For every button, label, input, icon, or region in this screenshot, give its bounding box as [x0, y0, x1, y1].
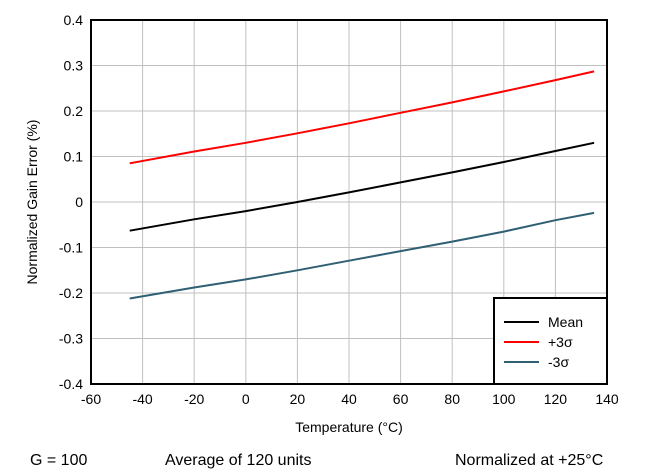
series-line-1 [129, 141, 595, 232]
y-tick-label: -0.2 [59, 285, 83, 301]
gain-error-chart: -60 -40 -20 0 20 40 60 80 100 120 140 -0.4 -0.3 -0.2… [24, 12, 619, 435]
legend-label: Mean [548, 314, 583, 330]
x-tick-label: 60 [393, 391, 409, 407]
legend: Mean +3σ -3σ [493, 297, 608, 385]
y-tick-label: -0.4 [59, 376, 83, 392]
plot-frame [90, 19, 608, 385]
legend-label: -3σ [548, 354, 569, 370]
y-tick-label: -0.1 [59, 240, 83, 256]
caption-gain: G = 100 [30, 452, 88, 469]
x-tick-label: 100 [492, 391, 516, 407]
x-tick-label: 120 [544, 391, 568, 407]
series-layer [129, 70, 595, 300]
x-tick-label: -20 [184, 391, 204, 407]
y-axis-title: Normalized Gain Error (%) [24, 120, 40, 285]
x-tick-label: -40 [132, 391, 152, 407]
series-line-3 [129, 211, 595, 300]
x-axis-title: Temperature (°C) [295, 419, 403, 435]
y-tick-labels: -0.4 -0.3 -0.2 -0.1 0 0.1 0.2 0.3 0.4 [59, 12, 83, 392]
x-tick-label: 40 [341, 391, 357, 407]
x-tick-label: 0 [242, 391, 250, 407]
x-tick-label: 140 [595, 391, 619, 407]
x-tick-label: 80 [444, 391, 460, 407]
series-line-2 [129, 70, 595, 165]
x-tick-label: 20 [290, 391, 306, 407]
y-tick-label: -0.3 [59, 331, 83, 347]
caption-normalized: Normalized at +25°C [455, 452, 604, 469]
caption-average: Average of 120 units [165, 452, 312, 469]
y-tick-label: 0.2 [64, 103, 84, 119]
legend-label: +3σ [548, 334, 573, 350]
x-tick-labels: -60 -40 -20 0 20 40 60 80 100 120 140 [81, 391, 619, 407]
y-tick-label: 0 [75, 194, 83, 210]
y-tick-label: 0.1 [64, 149, 84, 165]
y-tick-label: 0.3 [64, 58, 84, 74]
y-tick-label: 0.4 [64, 12, 84, 28]
x-tick-label: -60 [81, 391, 101, 407]
